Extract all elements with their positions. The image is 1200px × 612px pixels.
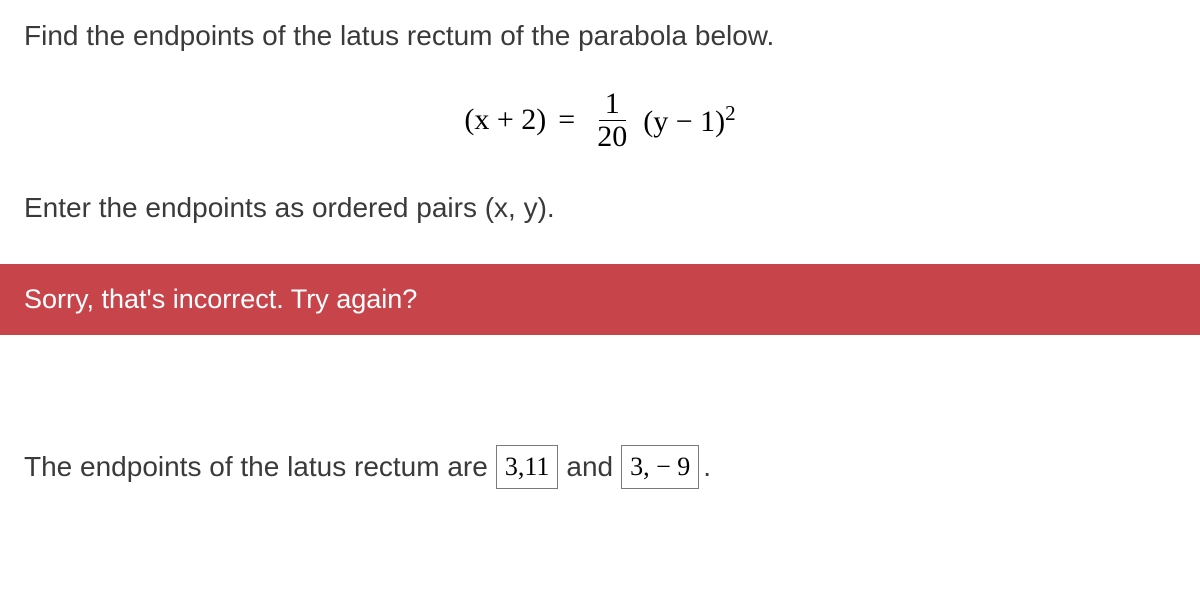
question-prompt: Find the endpoints of the latus rectum o… (24, 20, 1176, 52)
equation-rhs: (y − 1)2 (643, 101, 735, 139)
endpoint-input-2[interactable]: 3, − 9 (621, 445, 699, 489)
endpoint-input-1[interactable]: 3,11 (496, 445, 559, 489)
fraction-numerator: 1 (599, 88, 626, 121)
answer-joiner-text: and (566, 451, 613, 483)
equation-display: (x + 2) = 1 20 (y − 1)2 (24, 88, 1176, 152)
answer-tail-text: . (703, 451, 711, 483)
equation-rhs-exponent: 2 (725, 101, 736, 125)
equation-lhs: (x + 2) (464, 103, 546, 137)
equation-fraction: 1 20 (591, 88, 633, 152)
answer-row: The endpoints of the latus rectum are 3,… (24, 445, 1176, 489)
feedback-banner: Sorry, that's incorrect. Try again? (0, 264, 1200, 335)
answer-lead-text: The endpoints of the latus rectum are (24, 451, 488, 483)
fraction-denominator: 20 (591, 121, 633, 153)
equation-equals: = (558, 103, 575, 137)
equation-rhs-base: (y − 1) (643, 105, 725, 138)
question-instruction: Enter the endpoints as ordered pairs (x,… (24, 192, 1176, 224)
